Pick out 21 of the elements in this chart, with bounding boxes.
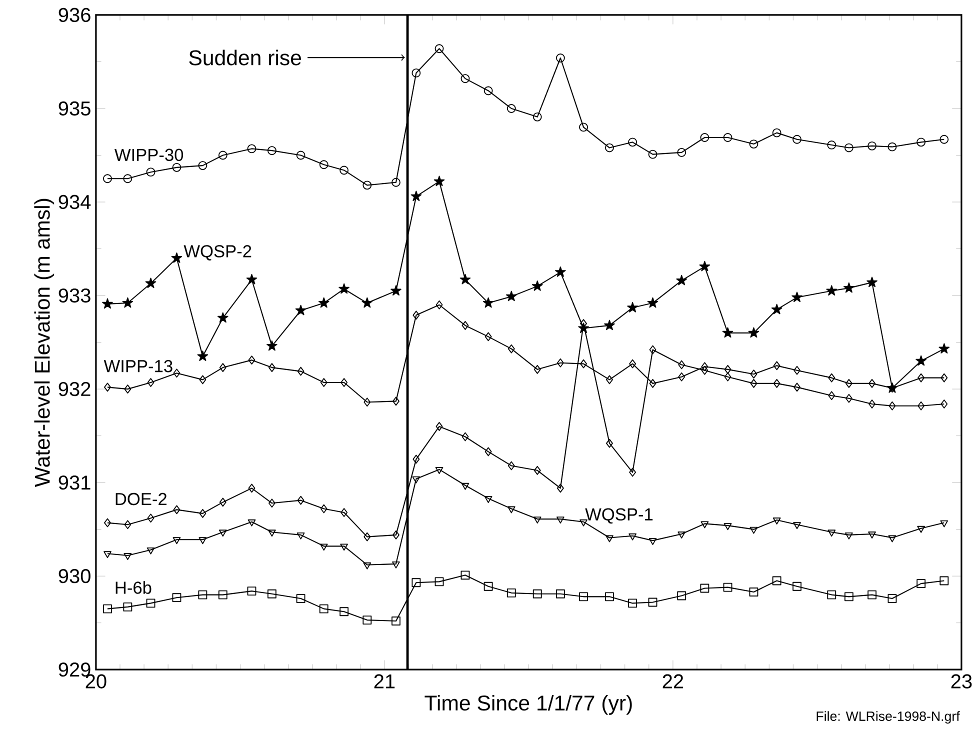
y-axis-title: Water-level Elevation (m amsl)	[34, 199, 54, 488]
y-tick-label: 933	[58, 288, 90, 303]
y-tick-label: 936	[58, 8, 90, 22]
text: File: WLRise-1998-N.grf	[816, 711, 960, 724]
x-tick-label: 22	[662, 674, 684, 688]
y-tick-label: 934	[58, 195, 91, 210]
series-label: WQSP-1	[585, 508, 653, 524]
series-label: WIPP-30	[114, 149, 184, 162]
x-tick-label: 23	[951, 674, 972, 689]
x-tick-label: 21	[374, 674, 395, 688]
ref-line-label: Sudden rise	[189, 50, 302, 66]
y-tick-label: 931	[58, 476, 90, 490]
x-tick-label: 20	[86, 674, 106, 689]
series-label: WQSP-2	[184, 245, 252, 261]
series-label: H-6b	[116, 581, 152, 594]
y-tick-label: 935	[58, 102, 90, 116]
series-label: WIPP-13	[104, 360, 172, 372]
y-tick-label: 930	[58, 569, 90, 584]
x-axis-title: Time Since 1/1/77 (yr)	[424, 695, 632, 716]
series-label: DOE-2	[116, 493, 166, 506]
y-tick-label: 932	[58, 382, 90, 396]
